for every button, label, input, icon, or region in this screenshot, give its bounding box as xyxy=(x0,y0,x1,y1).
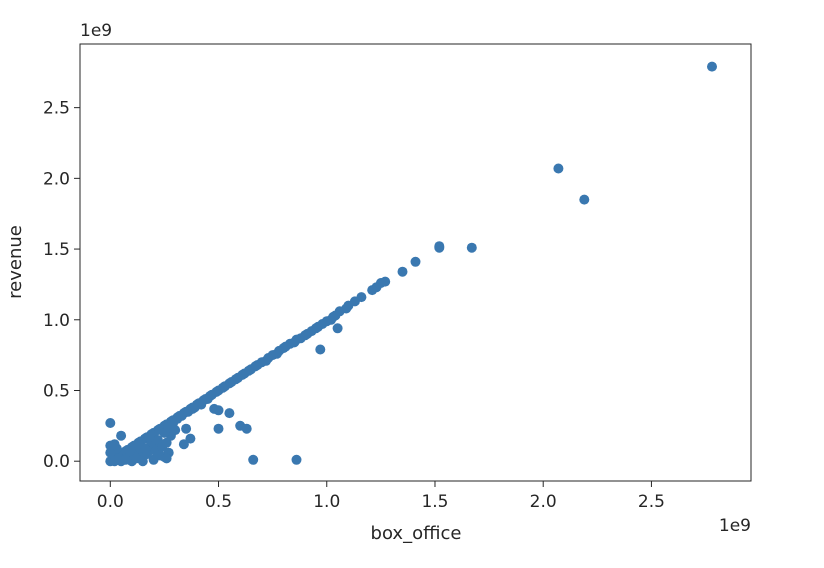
data-point xyxy=(553,163,564,174)
data-point xyxy=(241,423,252,434)
y-tick-label: 1.5 xyxy=(43,240,70,260)
x-tick-label: 0.0 xyxy=(97,492,124,512)
x-tick-label: 2.0 xyxy=(530,492,557,512)
y-tick-label: 2.5 xyxy=(43,99,70,119)
data-point xyxy=(109,439,120,450)
x-tick-label: 0.5 xyxy=(205,492,232,512)
data-point xyxy=(434,242,445,253)
data-point xyxy=(466,242,477,253)
x-tick-label: 1.5 xyxy=(421,492,448,512)
data-point xyxy=(332,323,343,334)
data-point xyxy=(707,61,717,72)
data-point xyxy=(224,408,235,419)
x-axis-ticks: 0.0 0.5 1.0 1.5 2.0 2.5 xyxy=(97,481,665,512)
x-tick-label: 1.0 xyxy=(313,492,340,512)
x-tick-label: 2.5 xyxy=(638,492,665,512)
y-axis-ticks: 0.0 0.5 1.0 1.5 2.0 2.5 xyxy=(43,99,80,472)
y-tick-label: 1.0 xyxy=(43,311,70,331)
data-point xyxy=(213,423,224,434)
data-point xyxy=(202,394,213,404)
data-point xyxy=(213,405,224,416)
data-point xyxy=(315,344,326,355)
data-point xyxy=(248,454,259,465)
y-tick-label: 2.0 xyxy=(43,169,70,189)
y-axis-label: revenue xyxy=(5,225,26,299)
data-point xyxy=(105,418,116,428)
data-point xyxy=(144,432,155,443)
data-point xyxy=(196,399,207,410)
data-point xyxy=(124,446,135,457)
y-tick-label: 0.5 xyxy=(43,381,70,401)
y-tick-label: 0.0 xyxy=(43,452,70,472)
data-point xyxy=(410,256,421,267)
data-point xyxy=(161,453,172,464)
data-point xyxy=(579,194,590,205)
data-point xyxy=(105,447,116,458)
data-point xyxy=(291,454,302,465)
data-point xyxy=(116,430,127,441)
data-point xyxy=(185,433,196,444)
data-point xyxy=(397,266,408,277)
x-axis-offset-text: 1e9 xyxy=(719,516,751,536)
y-axis-offset-text: 1e9 xyxy=(80,21,112,41)
data-point xyxy=(120,454,131,465)
x-axis-label: box_office xyxy=(371,523,462,544)
data-point xyxy=(133,439,144,450)
data-point xyxy=(178,439,189,450)
data-point xyxy=(181,423,192,434)
data-point xyxy=(367,285,378,296)
data-points xyxy=(105,61,717,467)
